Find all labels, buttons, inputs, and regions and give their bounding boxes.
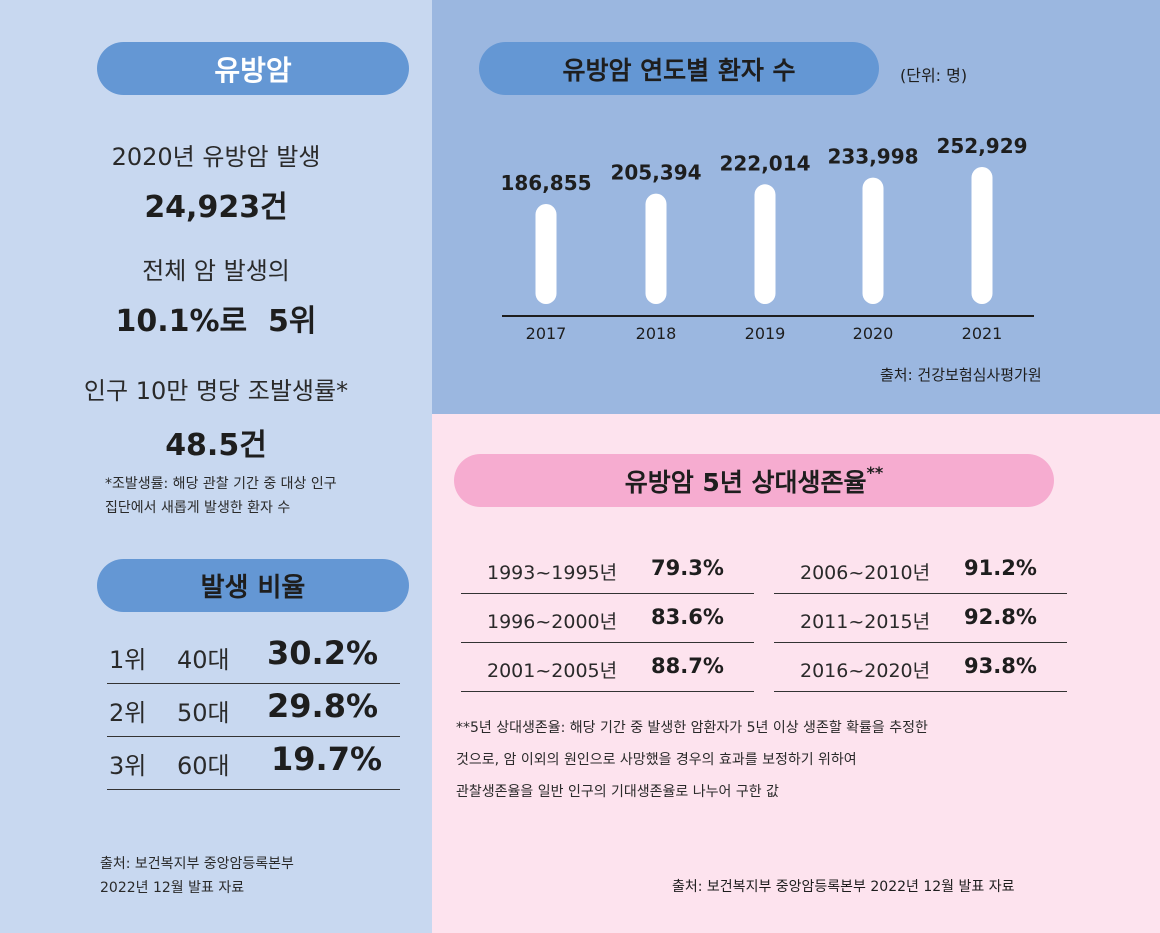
crude-rate-note-line: 집단에서 새롭게 발생한 환자 수 [105, 500, 291, 516]
survival-row: 2001~2005년 88.7% [461, 644, 754, 692]
stat-value-crude-rate: 48.5건 [165, 428, 267, 463]
survival-row: 2016~2020년 93.8% [774, 644, 1067, 692]
survival-row: 1996~2000년 83.6% [461, 595, 754, 643]
bar-value-label: 222,014 [719, 151, 810, 175]
survival-period: 2011~2015년 [800, 611, 931, 633]
survival-row: 2006~2010년 91.2% [774, 546, 1067, 594]
bar-value-label: 233,998 [827, 145, 918, 169]
rank-row: 2위 50대 29.8% [107, 685, 400, 737]
survival-period: 2016~2020년 [800, 660, 931, 682]
survival-note-line: 관찰생존율을 일반 인구의 기대생존율로 나누어 구한 값 [456, 784, 779, 800]
survival-note: **5년 상대생존율: 해당 기간 중 발생한 암환자가 5년 이상 생존할 확… [456, 712, 928, 808]
survival-title-mark: ** [866, 463, 884, 482]
rank-age-group: 40대 [177, 646, 230, 674]
chart-title-text: 유방암 연도별 환자 수 [562, 55, 796, 85]
bar-value-label: 252,929 [936, 134, 1027, 158]
rank-position: 2위 [109, 699, 147, 727]
breast-cancer-title-text: 유방암 [214, 53, 292, 87]
rank-age-group: 50대 [177, 699, 230, 727]
bar-value-label: 205,394 [610, 161, 701, 185]
survival-rate: 79.3% [651, 556, 724, 580]
stat-label-crude-rate: 인구 10만 명당 조발생률* [83, 377, 349, 405]
rank-percentage: 19.7% [271, 740, 383, 778]
rank-position: 3위 [109, 752, 147, 780]
breast-cancer-title: 유방암 [97, 42, 409, 95]
survival-rate: 88.7% [651, 654, 724, 678]
stat-label-share: 전체 암 발생의 [142, 257, 290, 285]
survival-source: 출처: 보건복지부 중앙암등록본부 2022년 12월 발표 자료 [672, 879, 1015, 895]
x-tick-label: 2020 [853, 324, 894, 343]
stat-value-share: 10.1%로 5위 [115, 304, 317, 339]
survival-title: 유방암 5년 상대생존율 ** [454, 454, 1054, 507]
chart-source: 출처: 건강보험심사평가원 [880, 366, 1042, 384]
survival-rate: 91.2% [964, 556, 1037, 580]
rank-percentage: 29.8% [267, 687, 379, 725]
crude-rate-note-line: *조발생률: 해당 관찰 기간 중 대상 인구 [105, 476, 337, 492]
rank-age-group: 60대 [177, 752, 230, 780]
chart-title: 유방암 연도별 환자 수 [479, 42, 879, 95]
x-tick-label: 2018 [636, 324, 677, 343]
survival-panel: 유방암 5년 상대생존율 ** 1993~1995년 79.3% 1996~200… [432, 414, 1160, 933]
rank-percentage: 30.2% [267, 634, 379, 672]
left-source: 출처: 보건복지부 중앙암등록본부 2022년 12월 발표 자료 [100, 852, 294, 900]
bar-2019 [754, 184, 776, 304]
x-tick-label: 2021 [962, 324, 1003, 343]
x-tick-label: 2017 [526, 324, 567, 343]
bar-2020 [862, 177, 884, 304]
incidence-ratio-title: 발생 비율 [97, 559, 409, 612]
bar-chart: 186,855 2017 205,394 2018 222,014 2019 233,998… [500, 134, 1034, 343]
left-source-line: 출처: 보건복지부 중앙암등록본부 [100, 856, 294, 872]
survival-rate: 92.8% [964, 605, 1037, 629]
survival-rate: 83.6% [651, 605, 724, 629]
survival-note-line: 것으로, 암 이외의 원인으로 사망했을 경우의 효과를 보정하기 위하여 [456, 752, 857, 768]
survival-note-line: **5년 상대생존율: 해당 기간 중 발생한 암환자가 5년 이상 생존할 확… [456, 720, 928, 736]
survival-row: 2011~2015년 92.8% [774, 595, 1067, 643]
stat-value-incidence: 24,923건 [144, 190, 288, 225]
chart-unit: (단위: 명) [900, 66, 968, 85]
bar-2021 [971, 167, 993, 304]
chart-panel: 유방암 연도별 환자 수 (단위: 명) 186,855 2017 205,394 2… [432, 0, 1160, 414]
left-source-line: 2022년 12월 발표 자료 [100, 880, 245, 896]
x-tick-label: 2019 [745, 324, 786, 343]
bar-2017 [535, 204, 557, 304]
rank-row: 1위 40대 30.2% [107, 632, 400, 684]
survival-rate: 93.8% [964, 654, 1037, 678]
survival-period: 1996~2000년 [487, 611, 618, 633]
survival-period: 2006~2010년 [800, 562, 931, 584]
rank-position: 1위 [109, 646, 147, 674]
survival-row: 1993~1995년 79.3% [461, 546, 754, 594]
crude-rate-note: *조발생률: 해당 관찰 기간 중 대상 인구 집단에서 새롭게 발생한 환자 … [105, 472, 337, 520]
survival-period: 1993~1995년 [487, 562, 618, 584]
rank-row: 3위 60대 19.7% [107, 738, 400, 790]
incidence-ratio-title-text: 발생 비율 [200, 573, 306, 603]
survival-period: 2001~2005년 [487, 660, 618, 682]
stat-label-incidence: 2020년 유방암 발생 [111, 143, 321, 171]
left-panel: 유방암 2020년 유방암 발생 24,923건 전체 암 발생의 10.1%로… [0, 0, 432, 933]
survival-title-text: 유방암 5년 상대생존율 [624, 467, 867, 497]
bar-value-label: 186,855 [500, 171, 591, 195]
bar-2018 [645, 193, 667, 304]
